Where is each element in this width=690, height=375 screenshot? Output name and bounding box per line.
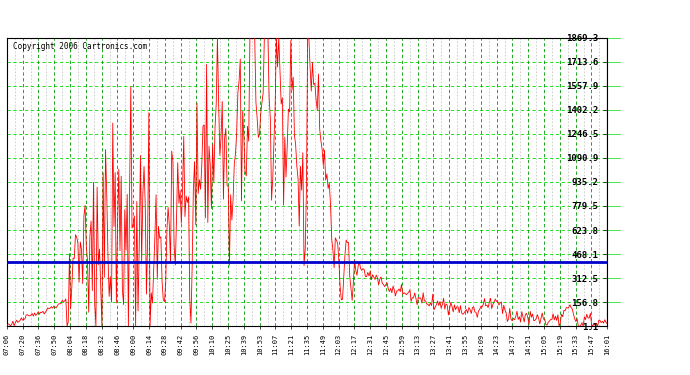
Text: West String Actual Power (red) & Average Power (blue) (Watts) Sun Dec 10 16:20: West String Actual Power (red) & Average… [67, 10, 623, 23]
Text: Copyright 2006 Cartronics.com: Copyright 2006 Cartronics.com [13, 42, 147, 51]
